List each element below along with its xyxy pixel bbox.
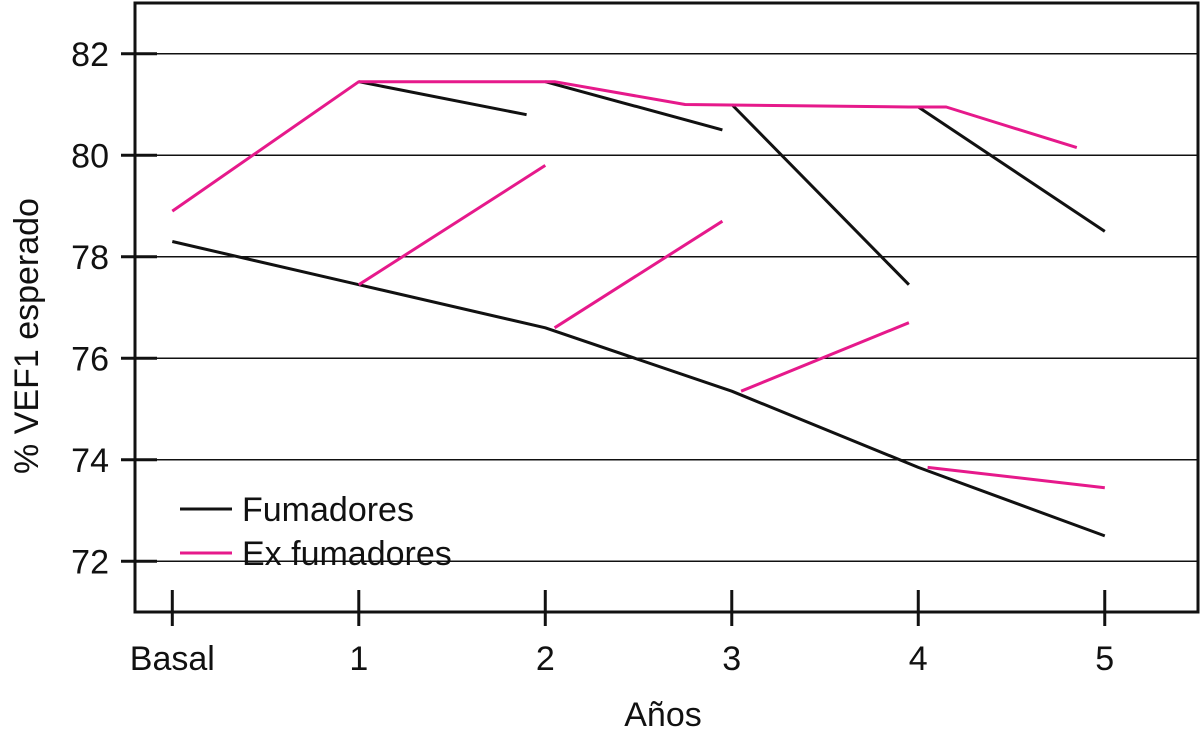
series-0-segment-0 [171, 240, 1106, 538]
gridlines [135, 53, 1198, 562]
x-tick-label: 1 [349, 640, 368, 678]
x-axis-title: Años [624, 696, 702, 734]
series-1-segment-3 [740, 321, 910, 393]
y-tick-label: 82 [71, 36, 109, 74]
x-tick-label: 5 [1095, 640, 1114, 678]
y-tick-label: 74 [71, 442, 109, 480]
series-1-segment-0 [171, 80, 1078, 213]
series-0-segment-2 [544, 80, 723, 132]
y-axis: 72 74 76 78 80 82 [71, 36, 157, 581]
series-1-segment-1 [357, 164, 547, 286]
y-tick-label: 76 [71, 340, 109, 378]
series-group [171, 80, 1106, 538]
x-tick-label: 4 [909, 640, 928, 678]
plot-frame [133, 1, 1200, 614]
x-axis: Basal 1 2 3 4 5 [130, 590, 1114, 678]
y-tick-label: 72 [71, 543, 109, 581]
series-0-segment-4 [917, 105, 1106, 233]
y-axis-title: % VEF1 esperado [8, 198, 46, 474]
x-tick-label: 2 [536, 640, 555, 678]
series-0 [171, 80, 1106, 538]
series-0-segment-1 [358, 80, 527, 117]
series-0-segment-3 [730, 103, 910, 286]
series-1-segment-2 [553, 219, 724, 330]
legend: Fumadores Ex fumadores [180, 491, 452, 573]
y-tick-label: 78 [71, 239, 109, 277]
x-tick-label: 3 [722, 640, 741, 678]
y-tick-label: 80 [71, 137, 109, 175]
legend-label-fumadores: Fumadores [242, 491, 414, 529]
series-1 [171, 80, 1105, 490]
x-tick-label: Basal [130, 640, 215, 678]
series-1-segment-4 [927, 465, 1105, 490]
legend-label-ex-fumadores: Ex fumadores [242, 535, 452, 573]
